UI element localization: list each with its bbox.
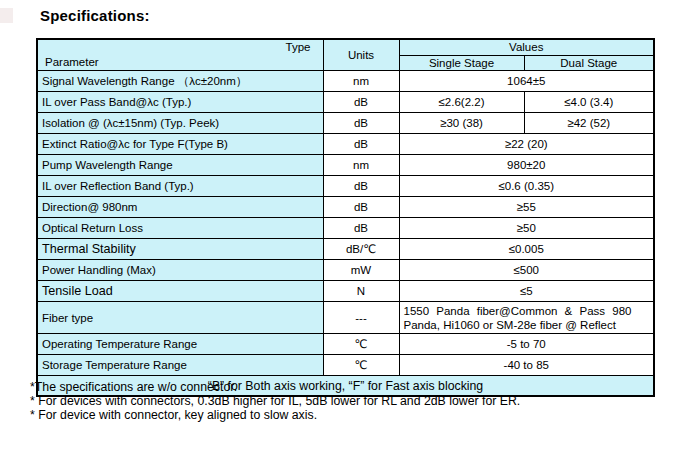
footnote: *The specifications are w/o connector. (30, 381, 520, 395)
parameter-cell: Storage Temperature Range (37, 355, 323, 376)
value-cell: ≤500 (399, 260, 654, 281)
footnote: * For device with connector, key aligned… (30, 409, 520, 423)
value-cell: ≤5 (399, 281, 654, 302)
units-cell: dB (323, 92, 399, 113)
table-row: Pump Wavelength Rangenm980±20 (37, 155, 654, 176)
parameter-cell: Operating Temperature Range (37, 334, 323, 355)
table-body: Signal Wavelength Range （λc±20nm）nm1064±… (37, 71, 654, 376)
value-cell: 1064±5 (399, 71, 654, 92)
dual-stage-header-cell: Dual Stage (524, 55, 654, 71)
value-cell: ≤0.6 (0.35) (399, 176, 654, 197)
page-title: Specifications: (40, 7, 150, 24)
parameter-cell: IL over Reflection Band (Typ.) (37, 176, 323, 197)
value-cell: -5 to 70 (399, 334, 654, 355)
table-row: Optical Return LossdB≥50 (37, 218, 654, 239)
units-cell: ℃ (323, 334, 399, 355)
table-row: Tensile LoadN≤5 (37, 281, 654, 302)
table-row: Storage Temperature Range℃-40 to 85 (37, 355, 654, 376)
units-cell: dB (323, 197, 399, 218)
single-stage-header-cell: Single Stage (399, 55, 524, 71)
value-cell: -40 to 85 (399, 355, 654, 376)
parameter-cell: Power Handling (Max) (37, 260, 323, 281)
parameter-header-label: Parameter (42, 55, 319, 70)
parameter-cell: Extinct Ratio@λc for Type F(Type B) (37, 134, 323, 155)
value-line: Panda, Hi1060 or SM-28e fiber @ Reflect (404, 318, 650, 332)
table-row: Isolation @ (λc±15nm) (Typ. Peek)dB≥30 (… (37, 113, 654, 134)
parameter-cell: Pump Wavelength Range (37, 155, 323, 176)
header-row-1: Type Parameter Units Values (37, 39, 654, 55)
dual-stage-value-cell: ≥42 (52) (524, 113, 654, 134)
table-row: Direction@ 980nmdB≥55 (37, 197, 654, 218)
parameter-cell: Isolation @ (λc±15nm) (Typ. Peek) (37, 113, 323, 134)
parameter-cell: Signal Wavelength Range （λc±20nm） (37, 71, 323, 92)
value-cell: ≤0.005 (399, 239, 654, 260)
footnotes: *The specifications are w/o connector. *… (30, 381, 520, 423)
table-row: Signal Wavelength Range （λc±20nm）nm1064±… (37, 71, 654, 92)
parameter-cell: Tensile Load (37, 281, 323, 302)
spec-sheet-page: Specifications: Type Parameter Units Val… (0, 0, 677, 452)
value-cell: ≥50 (399, 218, 654, 239)
table-row: IL over Reflection Band (Typ.)dB≤0.6 (0.… (37, 176, 654, 197)
value-cell: 980±20 (399, 155, 654, 176)
units-header-cell: Units (323, 39, 399, 71)
units-cell: dB (323, 134, 399, 155)
table-row: Power Handling (Max)mW≤500 (37, 260, 654, 281)
scan-artifact (0, 8, 13, 23)
units-cell: ℃ (323, 355, 399, 376)
units-cell: mW (323, 260, 399, 281)
units-cell: N (323, 281, 399, 302)
specifications-table: Type Parameter Units Values Single Stage… (36, 38, 655, 397)
units-cell: nm (323, 71, 399, 92)
parameter-cell: Direction@ 980nm (37, 197, 323, 218)
table-row: Thermal StabilitydB/℃≤0.005 (37, 239, 654, 260)
values-header-cell: Values (399, 39, 654, 55)
table-row: Operating Temperature Range℃-5 to 70 (37, 334, 654, 355)
parameter-cell: Optical Return Loss (37, 218, 323, 239)
parameter-cell: Thermal Stability (37, 239, 323, 260)
value-line: 1550 Panda fiber@Common & Pass 980 (404, 304, 650, 318)
units-cell: --- (323, 302, 399, 334)
units-cell: dB (323, 218, 399, 239)
units-cell: dB/℃ (323, 239, 399, 260)
table-row: Fiber type---1550 Panda fiber@Common & P… (37, 302, 654, 334)
value-cell: ≥22 (20) (399, 134, 654, 155)
units-cell: dB (323, 113, 399, 134)
dual-stage-value-cell: ≤4.0 (3.4) (524, 92, 654, 113)
footnote: * For devices with connectors, 0.3dB hig… (30, 395, 520, 409)
value-cell: ≥55 (399, 197, 654, 218)
single-stage-value-cell: ≥30 (38) (399, 113, 524, 134)
table-row: IL over Pass Band@λc (Typ.)dB≤2.6(2.2)≤4… (37, 92, 654, 113)
parameter-cell: IL over Pass Band@λc (Typ.) (37, 92, 323, 113)
parameter-cell: Fiber type (37, 302, 323, 334)
value-cell: 1550 Panda fiber@Common & Pass 980Panda,… (399, 302, 654, 334)
parameter-type-header-cell: Type Parameter (37, 39, 323, 71)
units-cell: nm (323, 155, 399, 176)
type-header-label: Type (42, 40, 319, 54)
table-row: Extinct Ratio@λc for Type F(Type B)dB≥22… (37, 134, 654, 155)
units-cell: dB (323, 176, 399, 197)
single-stage-value-cell: ≤2.6(2.2) (399, 92, 524, 113)
